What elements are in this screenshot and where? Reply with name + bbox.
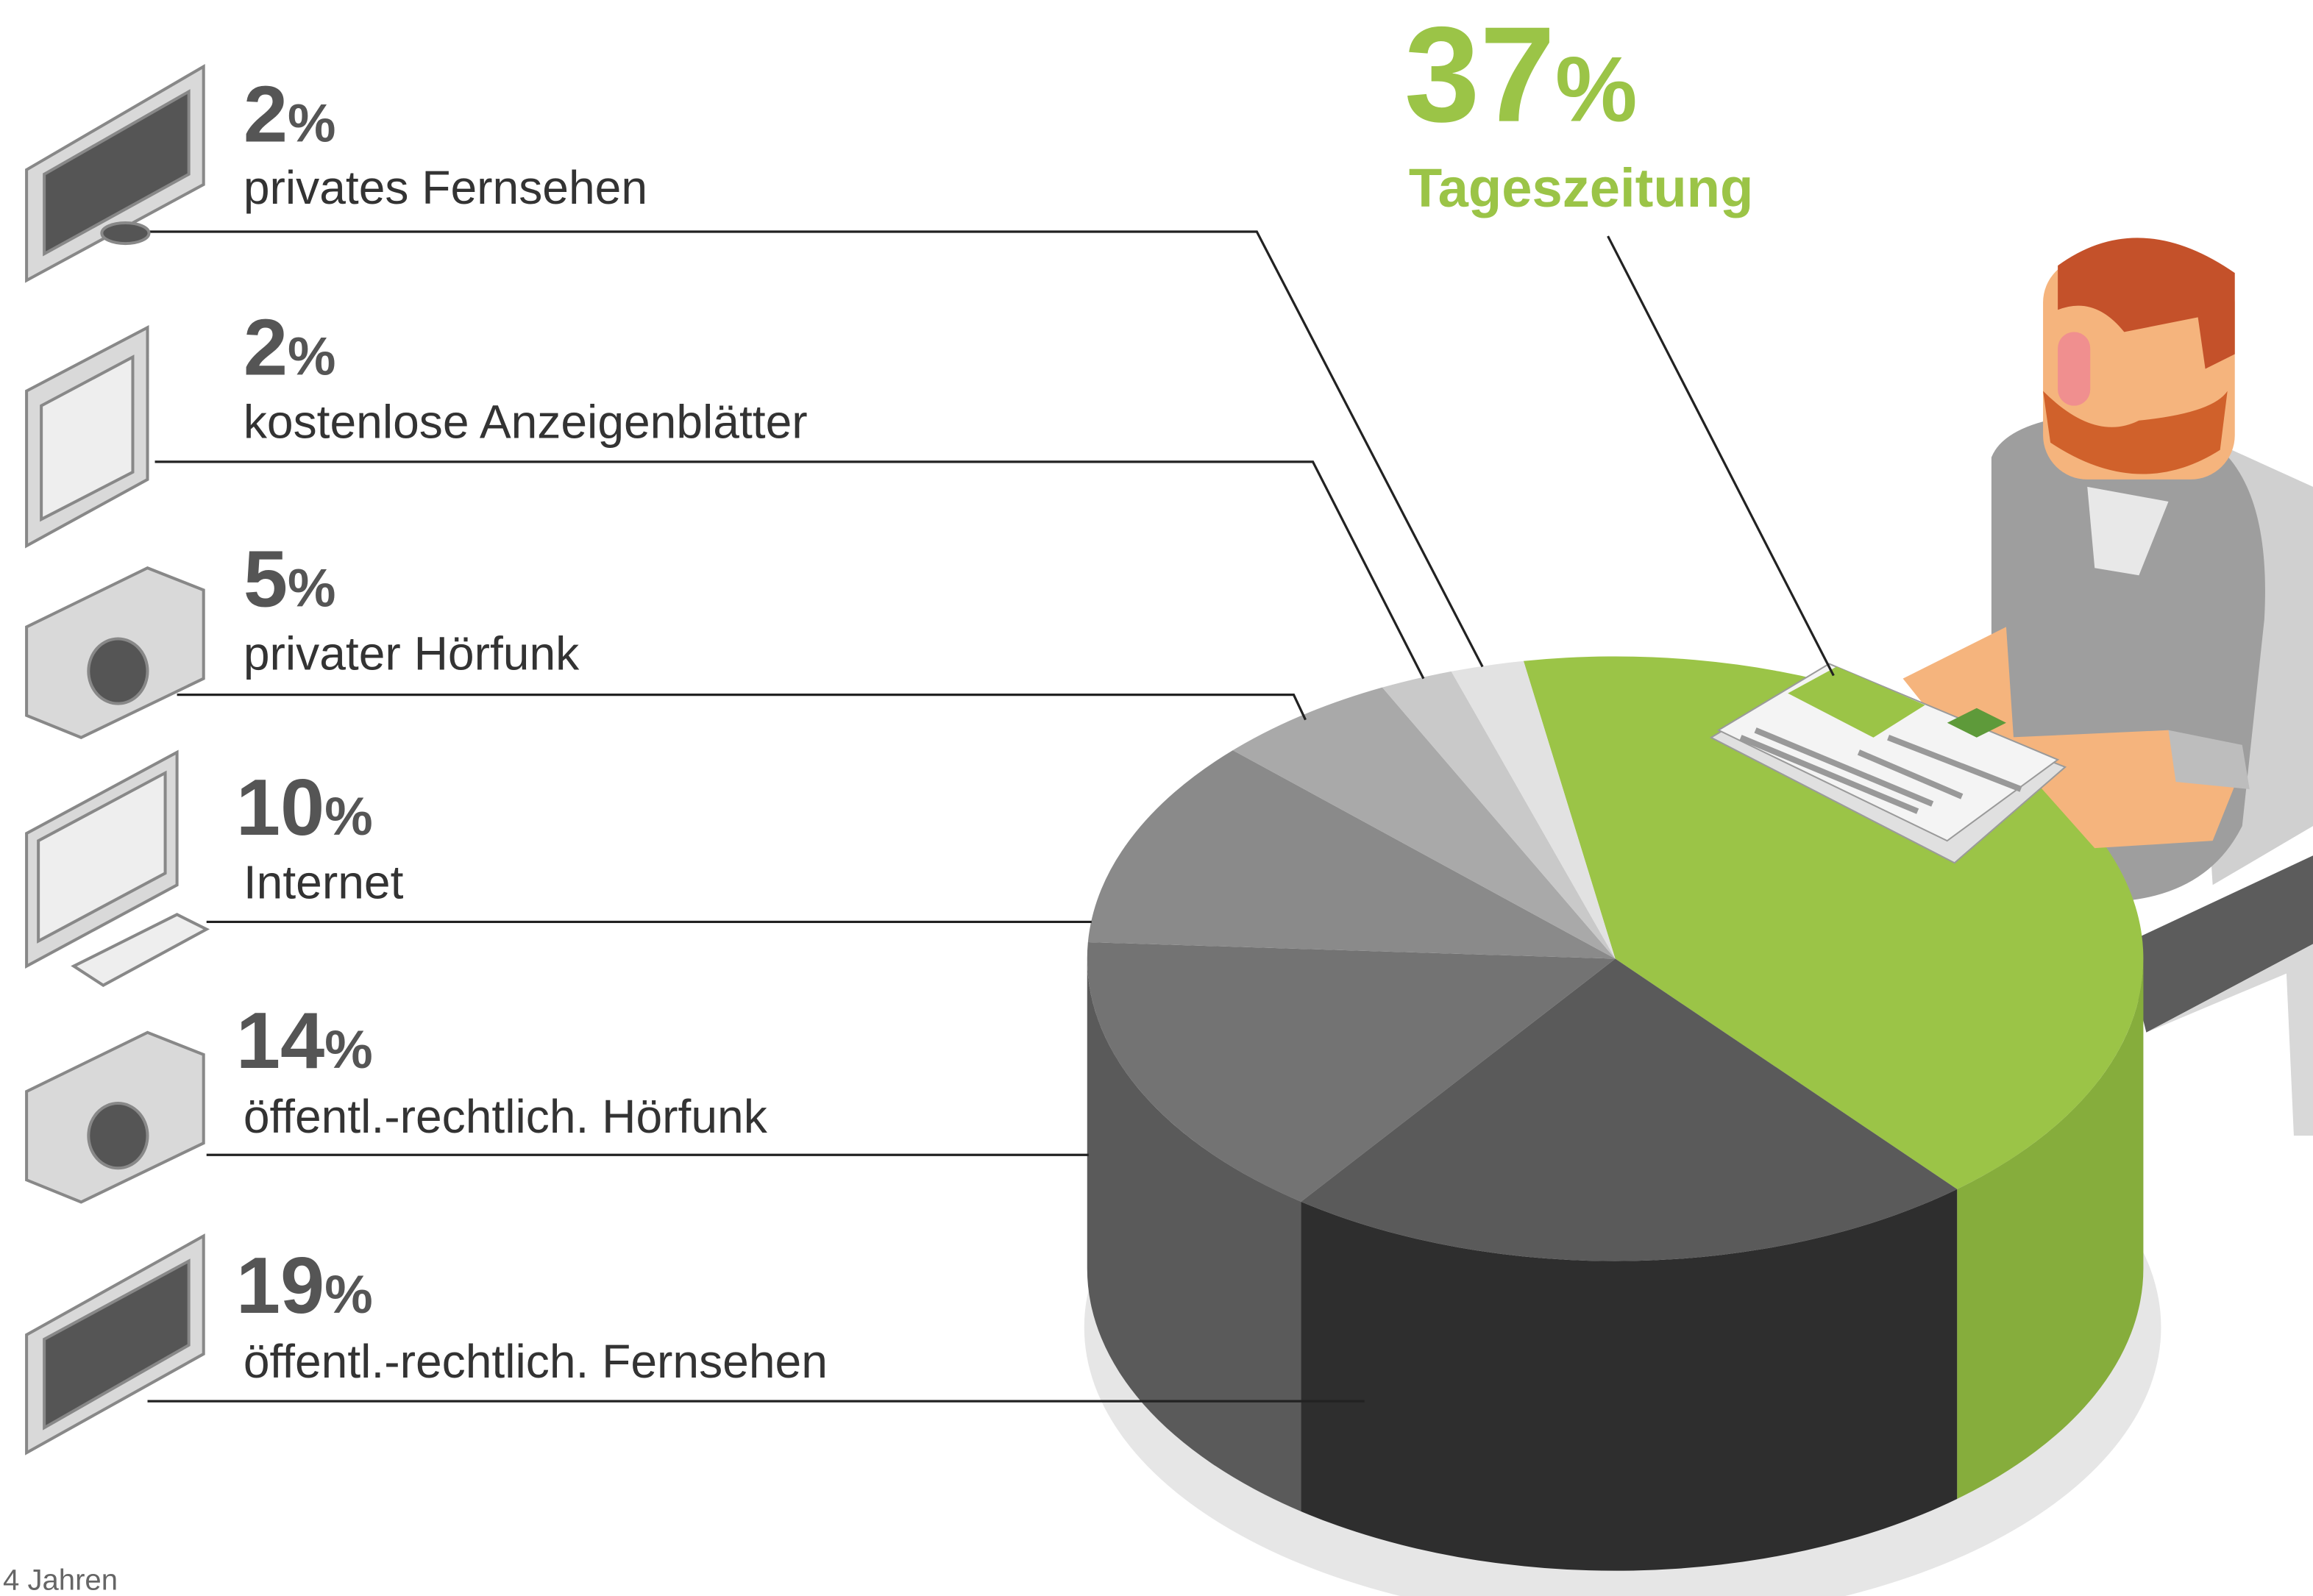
value-label: 2% (244, 70, 336, 159)
value-label: 10% (236, 763, 373, 852)
category-label: öffentl.-rechtlich. Fernsehen (244, 1335, 828, 1388)
category-label: öffentl.-rechtlich. Hörfunk (244, 1090, 768, 1143)
value-label: 37% (1404, 0, 1638, 151)
value-label: 19% (236, 1241, 373, 1330)
icons (26, 66, 207, 1453)
category-label: kostenlose Anzeigenblätter (244, 396, 808, 449)
category-label: Internet (244, 855, 404, 908)
value-label: 2% (244, 303, 336, 392)
footnote: 4 Jahren (3, 1564, 118, 1596)
value-label: 5% (244, 534, 336, 623)
category-label: Tageszeitung (1409, 157, 1753, 218)
chart: 37%Tageszeitung2%privates Fernsehen2%kos… (0, 0, 2313, 1596)
page: {"chart_data": {"type": "pie", "categori… (0, 0, 2313, 1596)
category-label: privates Fernsehen (244, 161, 647, 214)
value-label: 14% (236, 996, 373, 1085)
category-label: privater Hörfunk (244, 627, 580, 680)
